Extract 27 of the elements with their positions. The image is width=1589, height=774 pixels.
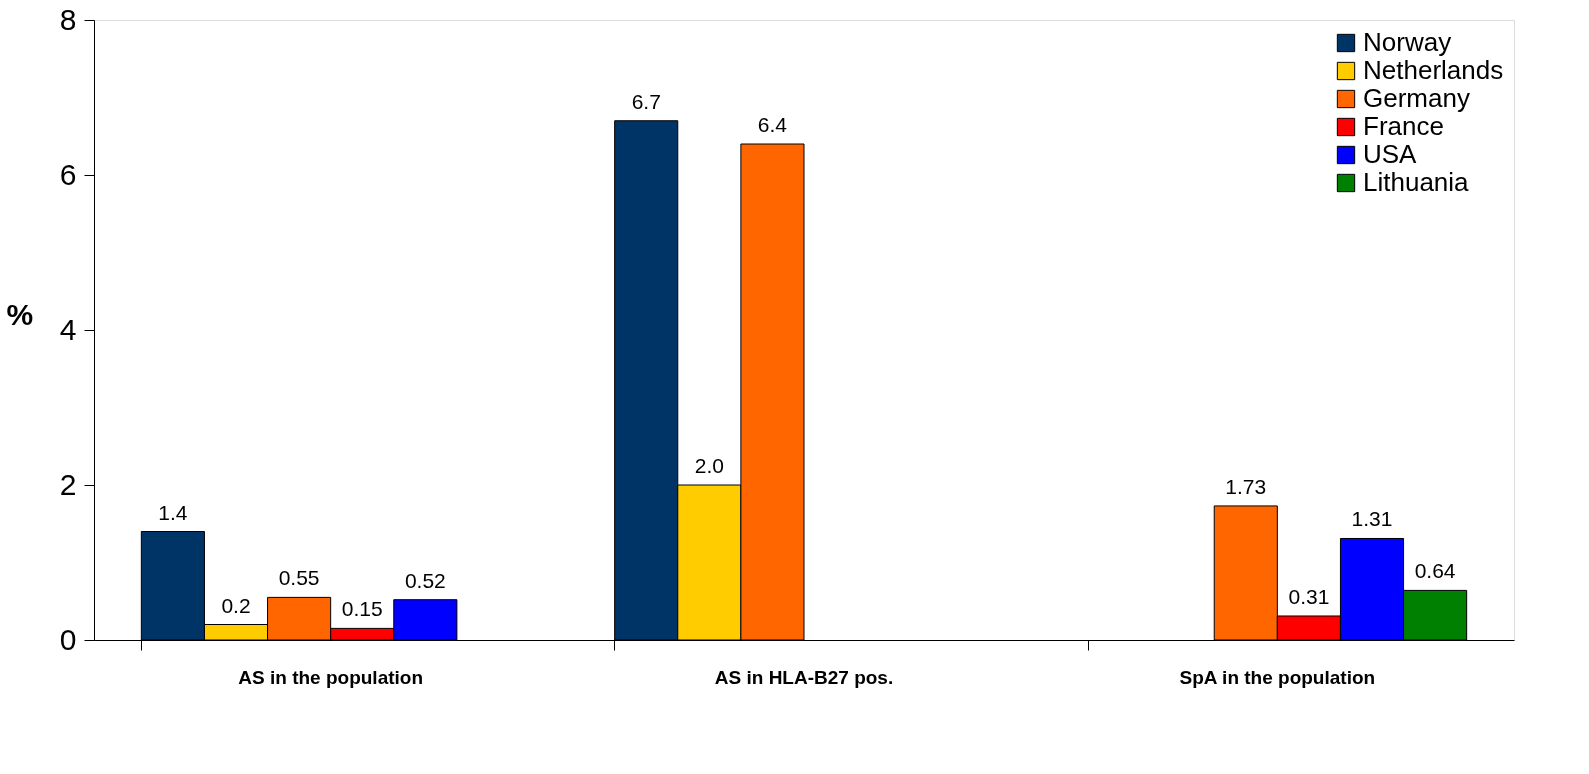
data-label: 6.7 [631, 89, 661, 113]
data-label: 6.4 [757, 113, 788, 136]
legend-label: Lithuania [1363, 167, 1470, 197]
data-label: 0.2 [221, 593, 251, 617]
legend-label: USA [1363, 139, 1418, 169]
x-tick-label: AS in the population [238, 666, 424, 688]
data-label: 1.31 [1351, 507, 1393, 531]
data-label: 0.64 [1414, 559, 1456, 583]
y-tick-label: 0 [59, 622, 77, 656]
x-tick-label: SpA in the population [1179, 666, 1376, 688]
data-label: 1.4 [158, 500, 188, 524]
legend-label: Netherlands [1363, 55, 1504, 85]
data-label: 0.55 [278, 566, 320, 590]
y-tick-label: 4 [59, 312, 77, 346]
y-axis-title: % [6, 297, 34, 331]
legend-label: France [1363, 111, 1444, 141]
legend-label: Norway [1363, 27, 1452, 57]
data-label: 2.0 [694, 454, 724, 477]
data-label: 0.15 [341, 597, 383, 621]
x-tick-label: AS in HLA-B27 pos. [714, 666, 894, 688]
y-tick-label: 6 [59, 157, 77, 191]
data-label: 0.31 [1288, 584, 1330, 608]
y-tick-label: 2 [59, 467, 77, 501]
data-label: 0.52 [404, 568, 446, 592]
y-tick-label: 8 [59, 2, 77, 36]
data-label: 1.73 [1225, 474, 1267, 498]
legend-label: Germany [1363, 83, 1470, 113]
